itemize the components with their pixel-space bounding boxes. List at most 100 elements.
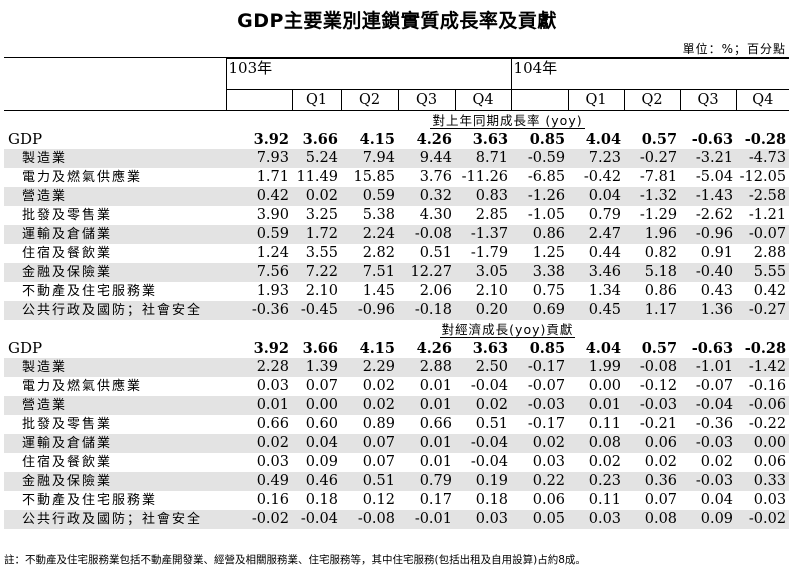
value-cell: 0.04 [700, 492, 734, 508]
row-label: 批發及零售業 [22, 417, 113, 432]
value-cell: 0.02 [341, 396, 398, 415]
value-cell: 0.16 [256, 492, 289, 508]
value-cell: 1.25 [532, 245, 566, 261]
value-cell: -0.17 [527, 416, 566, 432]
value-cell: 0.91 [700, 245, 734, 261]
value-cell: 0.23 [568, 472, 625, 491]
value-cell: 3.63 [472, 131, 509, 148]
value-cell: 3.66 [302, 340, 338, 357]
table-row: 住宿及餐飲業 0.03 0.09 0.07 0.01 -0.04 0.03 0.02 0.02 0… [4, 453, 789, 472]
value-cell: -1.29 [639, 207, 678, 223]
value-cell: 2.50 [455, 358, 512, 377]
section-title: 對上年同期成長率 (yoy) [430, 112, 585, 129]
value-cell: 0.06 [753, 454, 787, 470]
value-cell: -0.02 [736, 510, 790, 529]
value-cell: -1.26 [511, 187, 569, 206]
value-cell: -0.63 [691, 340, 734, 357]
value-cell: -3.21 [680, 149, 737, 168]
table-row: 製造業 2.28 1.39 2.29 2.88 2.50 -0.17 1.99 -0.08 -1.… [4, 358, 790, 377]
table-row: 營造業 0.42 0.02 0.59 0.32 0.83 -1.26 0.04 -1.32 -1.… [4, 187, 790, 206]
row-label: 不動產及住宅服務業 [22, 493, 158, 508]
value-cell: 0.42 [226, 187, 292, 206]
value-cell: 5.38 [362, 207, 395, 223]
row-label: GDP [8, 130, 43, 148]
value-cell: 4.15 [359, 340, 395, 357]
value-cell: -0.18 [398, 301, 455, 320]
row-label: 批發及零售業 [22, 208, 113, 223]
table-row: 住宿及餐飲業 1.24 3.55 2.82 0.51 -1.79 1.25 0.44 0.82 0… [4, 244, 789, 263]
value-cell: -0.27 [736, 301, 790, 320]
row-label: 運輸及倉儲業 [4, 225, 226, 244]
table-body: 對上年同期成長率 (yoy) GDP 3.92 3.66 4.15 4.26 3.63 0.8… [4, 111, 790, 529]
value-cell: 7.56 [226, 263, 292, 282]
value-cell: 0.57 [641, 340, 678, 357]
value-cell: -2.62 [695, 207, 734, 223]
value-cell: 1.36 [680, 301, 737, 320]
row-label: 公共行政及國防；社會安全 [4, 301, 226, 320]
value-cell: -0.36 [226, 301, 292, 320]
row-label: 不動產及住宅服務業 [22, 284, 158, 299]
value-cell: 0.11 [588, 492, 622, 508]
footnote: 註：不動產及住宅服務業包括不動產開發業、經營及相關服務業、住宅服務等，其中住宅服… [4, 554, 586, 566]
table-row: 電力及燃氣供應業 0.03 0.07 0.02 0.01 -0.04 -0.07 0.00 -0… [4, 377, 789, 396]
page-title: GDP主要業別連鎖實質成長率及貢獻 [237, 10, 557, 32]
stats-table: 103年 104年 Q1 Q2 Q3 Q4 Q1 Q2 Q3 Q4 對上年同期成… [4, 58, 790, 529]
value-cell: 0.02 [588, 454, 622, 470]
row-label: 金融及保險業 [4, 472, 226, 491]
row-label: GDP [8, 339, 43, 357]
section-title-row: 對上年同期成長率 (yoy) [4, 111, 789, 131]
value-cell: 0.32 [398, 187, 455, 206]
value-cell: 0.01 [226, 396, 292, 415]
value-cell: 0.66 [256, 416, 289, 432]
value-cell: -0.01 [398, 510, 455, 529]
value-cell: 2.82 [362, 245, 395, 261]
year-103-header: 103年 [225, 58, 512, 90]
value-cell: 0.08 [624, 510, 681, 529]
value-cell: 7.23 [568, 149, 625, 168]
table-row: 金融及保險業 7.56 7.22 7.51 12.27 3.05 3.38 3.46 5.18-… [4, 263, 790, 282]
value-cell: -0.07 [527, 378, 566, 394]
value-cell: 1.72 [292, 225, 341, 244]
value-cell: 0.04 [568, 187, 625, 206]
value-cell: 0.01 [398, 396, 455, 415]
value-cell: -0.96 [341, 301, 398, 320]
row-label: 公共行政及國防；社會安全 [4, 510, 226, 529]
value-cell: 0.59 [226, 225, 292, 244]
value-cell: 0.02 [644, 454, 678, 470]
value-cell: -0.03 [680, 472, 737, 491]
header-rule [4, 57, 789, 58]
value-cell: 0.18 [305, 492, 338, 508]
value-cell: 0.79 [398, 472, 455, 491]
value-cell: -0.42 [583, 169, 622, 185]
value-cell: 0.03 [532, 454, 566, 470]
value-cell: 1.71 [256, 169, 289, 185]
value-cell: 2.06 [419, 283, 452, 299]
value-cell: 0.02 [362, 378, 395, 394]
value-cell: -0.04 [680, 396, 737, 415]
value-cell: 1.34 [588, 283, 622, 299]
value-cell: -1.05 [527, 207, 566, 223]
value-cell: 3.63 [472, 340, 509, 357]
value-cell: 0.85 [529, 131, 566, 148]
quarter-header: Q4 [454, 89, 512, 111]
value-cell: -0.28 [744, 340, 787, 357]
value-cell: 0.45 [568, 301, 625, 320]
value-cell: 3.92 [253, 131, 289, 148]
table-row: 製造業 7.93 5.24 7.94 9.44 8.71 -0.59 7.23 -0.27 -3.… [4, 149, 790, 168]
value-cell: 0.11 [588, 416, 622, 432]
value-cell: 4.04 [585, 131, 622, 148]
value-cell: 0.82 [644, 245, 678, 261]
value-cell: 0.09 [680, 510, 737, 529]
quarter-header: Q3 [679, 89, 737, 111]
value-cell: 0.09 [305, 454, 338, 470]
value-cell: 0.51 [419, 245, 452, 261]
quarter-header-row: Q1 Q2 Q3 Q4 Q1 Q2 Q3 Q4 [4, 89, 790, 111]
value-cell: -0.21 [639, 416, 678, 432]
value-cell: -2.58 [736, 187, 790, 206]
row-label: 住宿及餐飲業 [22, 246, 113, 261]
gdp-row: GDP 3.92 3.66 4.15 4.26 3.63 0.85 4.04 0.57 -0.63… [4, 339, 789, 358]
table-row: 不動產及住宅服務業 1.93 2.10 1.45 2.06 2.10 0.75 1.34 0.8… [4, 282, 789, 301]
value-cell: -7.81 [639, 169, 678, 185]
value-cell: 0.01 [419, 378, 452, 394]
value-cell: 1.99 [568, 358, 625, 377]
